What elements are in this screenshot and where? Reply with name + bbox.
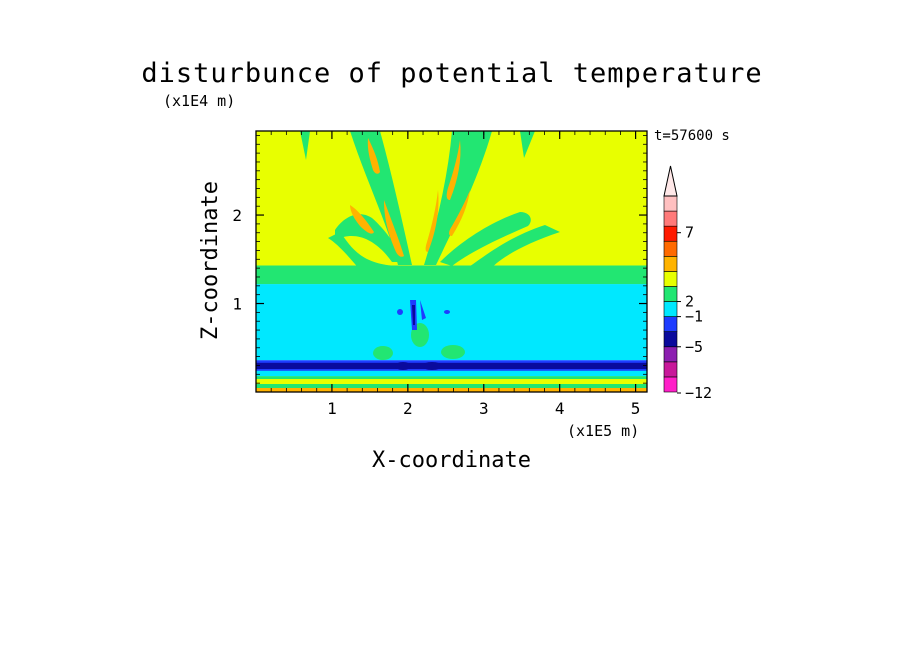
contour-feature xyxy=(256,384,647,388)
contour-field xyxy=(256,131,647,392)
time-label: t=57600 s xyxy=(654,128,730,144)
contour-feature xyxy=(441,345,465,359)
colorbar: 7 2−1 −5 −12 xyxy=(663,165,712,402)
chart-title: disturbunce of potential temperature xyxy=(141,58,763,89)
contour-feature xyxy=(350,205,374,234)
colorbar-segment xyxy=(663,210,678,227)
colorbar-tick-label: −1 xyxy=(685,308,703,326)
contour-feature xyxy=(300,131,310,160)
contour-feature xyxy=(256,379,647,384)
colorbar-segment xyxy=(663,361,678,378)
colorbar-tick-label: 2 xyxy=(685,293,694,311)
contour-feature xyxy=(440,212,531,266)
contour-feature xyxy=(422,362,442,370)
contour-band xyxy=(256,265,647,285)
contour-feature xyxy=(328,225,560,270)
contour-feature xyxy=(449,190,470,236)
colorbar-tick-label: −5 xyxy=(685,338,703,356)
colorbar-segment xyxy=(663,256,678,272)
contour-feature xyxy=(420,300,426,320)
contour-feature xyxy=(335,214,405,262)
contour-feature xyxy=(520,131,535,158)
colorbar-segment xyxy=(663,331,678,348)
contour-feature xyxy=(444,310,450,314)
colorbar-segment xyxy=(663,301,678,317)
colorbar-segment xyxy=(663,271,678,287)
contour-feature xyxy=(412,305,415,325)
x-tick-label: 5 xyxy=(631,399,641,418)
y-tick-label: 2 xyxy=(232,206,242,225)
x-axis-label: X-coordinate xyxy=(372,448,531,473)
contour-feature xyxy=(395,362,411,370)
x-ticks: 1 2 3 4 5 xyxy=(270,131,641,418)
plot-frame xyxy=(255,130,648,393)
colorbar-segment xyxy=(663,240,678,257)
colorbar-segment xyxy=(663,316,678,332)
y-axis-unit: (x1E4 m) xyxy=(163,92,236,110)
contour-feature xyxy=(425,190,439,252)
colorbar-overflow-arrow xyxy=(663,165,678,197)
x-axis-unit: (x1E5 m) xyxy=(567,422,640,440)
colorbar-tick-label: 7 xyxy=(685,224,694,242)
x-tick-label: 2 xyxy=(403,399,413,418)
colorbar-segment xyxy=(663,346,678,363)
colorbar-segment xyxy=(663,195,678,212)
contour-feature xyxy=(446,140,461,200)
x-tick-label: 3 xyxy=(479,399,489,418)
contour-feature xyxy=(373,346,393,360)
contour-feature xyxy=(350,131,412,265)
contour-band xyxy=(256,362,647,369)
contour-feature xyxy=(397,309,403,315)
colorbar-segment xyxy=(663,286,678,302)
colorbar-segment xyxy=(663,225,678,242)
contour-feature xyxy=(367,138,380,174)
contour-feature xyxy=(384,200,404,257)
colorbar-segment xyxy=(663,376,678,393)
contour-feature xyxy=(424,131,492,265)
colorbar-tick-label: −12 xyxy=(685,384,712,402)
x-tick-label: 1 xyxy=(327,399,337,418)
y-tick-label: 1 xyxy=(232,295,242,314)
y-ticks: 12 xyxy=(232,135,647,384)
contour-band xyxy=(256,387,647,392)
contour-band xyxy=(256,365,647,377)
x-tick-label: 4 xyxy=(555,399,565,418)
